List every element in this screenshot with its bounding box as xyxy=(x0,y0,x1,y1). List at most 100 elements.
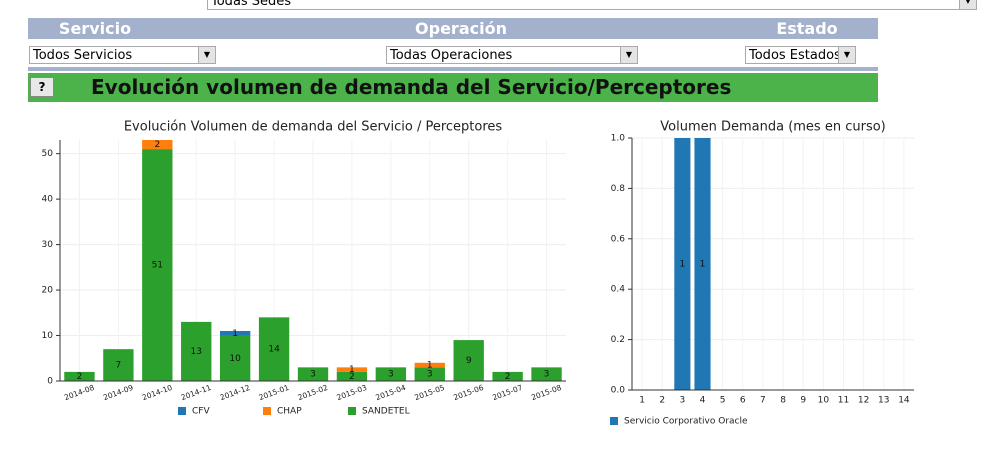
x-tick-label: 7 xyxy=(760,396,766,406)
bar-segment xyxy=(219,330,251,336)
legend-label: Servicio Corporativo Oracle xyxy=(624,417,748,427)
y-tick-label: 0.2 xyxy=(611,335,625,345)
bar-segment xyxy=(219,335,251,381)
legend-label: CFV xyxy=(192,407,210,417)
filter-label: Estado xyxy=(776,19,838,38)
data-label: 9 xyxy=(466,356,472,366)
section-title: Evolución volumen de demanda del Servici… xyxy=(91,75,732,99)
data-label: 1 xyxy=(349,365,355,375)
x-tick-label: 2014-10 xyxy=(141,383,174,402)
legend-swatch xyxy=(178,407,186,415)
select-text: Todas Sedes xyxy=(211,0,292,9)
y-tick-label: 0.0 xyxy=(611,386,626,396)
filter-label: Servicio xyxy=(58,19,132,38)
x-tick-label: 2014-11 xyxy=(180,383,213,402)
data-label: 1 xyxy=(700,260,706,270)
estado-select[interactable]: Todos Estados ▼ xyxy=(745,46,856,64)
x-tick-label: 11 xyxy=(838,396,849,406)
y-tick-label: 30 xyxy=(42,240,54,250)
data-label: 13 xyxy=(191,347,202,357)
x-tick-label: 2015-07 xyxy=(491,383,524,402)
chart-title: Volumen Demanda (mes en curso) xyxy=(660,120,886,135)
select-text: Todas Operaciones xyxy=(390,48,513,63)
data-label: 2 xyxy=(77,372,83,382)
data-label: 2 xyxy=(349,372,355,382)
data-label: 1 xyxy=(679,260,685,270)
x-tick-label: 8 xyxy=(780,396,786,406)
separator xyxy=(28,67,878,71)
legend-label: CHAP xyxy=(277,407,302,417)
help-button[interactable]: ? xyxy=(30,77,54,97)
bar-segment xyxy=(181,321,212,381)
legend-swatch xyxy=(263,407,271,415)
data-label: 7 xyxy=(116,361,122,371)
bar-segment xyxy=(375,367,407,381)
bar-segment xyxy=(297,367,329,381)
y-tick-label: 0.8 xyxy=(611,184,626,194)
x-tick-label: 2014-08 xyxy=(63,383,96,402)
x-tick-label: 5 xyxy=(720,396,726,406)
y-tick-label: 10 xyxy=(42,331,54,341)
x-tick-label: 4 xyxy=(700,396,706,406)
x-tick-label: 2015-05 xyxy=(413,383,446,402)
y-tick-label: 0 xyxy=(47,377,53,387)
x-tick-label: 2014-09 xyxy=(102,383,135,402)
data-label: 3 xyxy=(310,370,316,380)
x-tick-label: 9 xyxy=(800,396,806,406)
bar-segment xyxy=(103,349,134,381)
x-tick-label: 2015-03 xyxy=(335,383,368,402)
data-label: 1 xyxy=(232,329,238,339)
data-label: 3 xyxy=(544,370,550,380)
y-tick-label: 1.0 xyxy=(611,134,626,144)
bar-segment xyxy=(674,138,691,390)
bar-segment xyxy=(64,371,95,381)
x-tick-label: 2015-01 xyxy=(258,383,291,402)
bar-segment xyxy=(531,367,562,381)
select-text: Todos Servicios xyxy=(33,48,133,63)
data-label: 1 xyxy=(427,361,433,371)
operacion-select[interactable]: Todas Operaciones ▼ xyxy=(386,46,638,64)
bar-segment xyxy=(694,138,711,390)
x-tick-label: 2015-08 xyxy=(530,383,563,402)
select-arrow[interactable]: ▼ xyxy=(838,47,855,63)
select-arrow[interactable]: ▼ xyxy=(959,0,976,9)
servicio-select[interactable]: Todos Servicios ▼ xyxy=(29,46,216,64)
data-label: 3 xyxy=(388,370,394,380)
y-tick-label: 40 xyxy=(42,195,54,205)
x-tick-label: 3 xyxy=(679,396,685,406)
y-tick-label: 50 xyxy=(42,149,54,159)
data-label: 51 xyxy=(152,261,163,271)
data-label: 2 xyxy=(154,140,160,150)
x-tick-label: 6 xyxy=(740,396,746,406)
legend-swatch xyxy=(348,407,356,415)
x-tick-label: 10 xyxy=(818,396,830,406)
bar-segment xyxy=(142,140,173,150)
select-arrow[interactable]: ▼ xyxy=(620,47,637,63)
y-tick-label: 0.6 xyxy=(611,234,626,244)
bar-segment xyxy=(258,317,290,381)
bar-segment xyxy=(142,149,173,381)
data-label: 3 xyxy=(427,370,433,380)
select-arrow[interactable]: ▼ xyxy=(198,47,215,63)
x-tick-label: 2015-06 xyxy=(452,383,485,402)
x-tick-label: 2015-02 xyxy=(297,383,330,402)
legend-label: SANDETEL xyxy=(362,407,410,417)
bar-segment xyxy=(492,371,523,381)
y-tick-label: 0.4 xyxy=(611,285,626,295)
data-label: 14 xyxy=(268,345,280,355)
sede-select[interactable]: Todas Sedes ▼ xyxy=(207,0,977,10)
x-tick-label: 14 xyxy=(898,396,910,406)
data-label: 10 xyxy=(229,354,241,364)
chart-title: Evolución Volumen de demanda del Servici… xyxy=(124,120,503,135)
select-text: Todos Estados xyxy=(749,48,841,63)
bar-segment xyxy=(336,371,368,381)
x-tick-label: 2 xyxy=(659,396,665,406)
x-tick-label: 13 xyxy=(878,396,889,406)
bar-segment xyxy=(414,362,445,368)
filter-label: Operación xyxy=(415,19,507,38)
bar-segment xyxy=(453,340,484,381)
x-tick-label: 1 xyxy=(639,396,645,406)
y-tick-label: 20 xyxy=(42,286,54,296)
